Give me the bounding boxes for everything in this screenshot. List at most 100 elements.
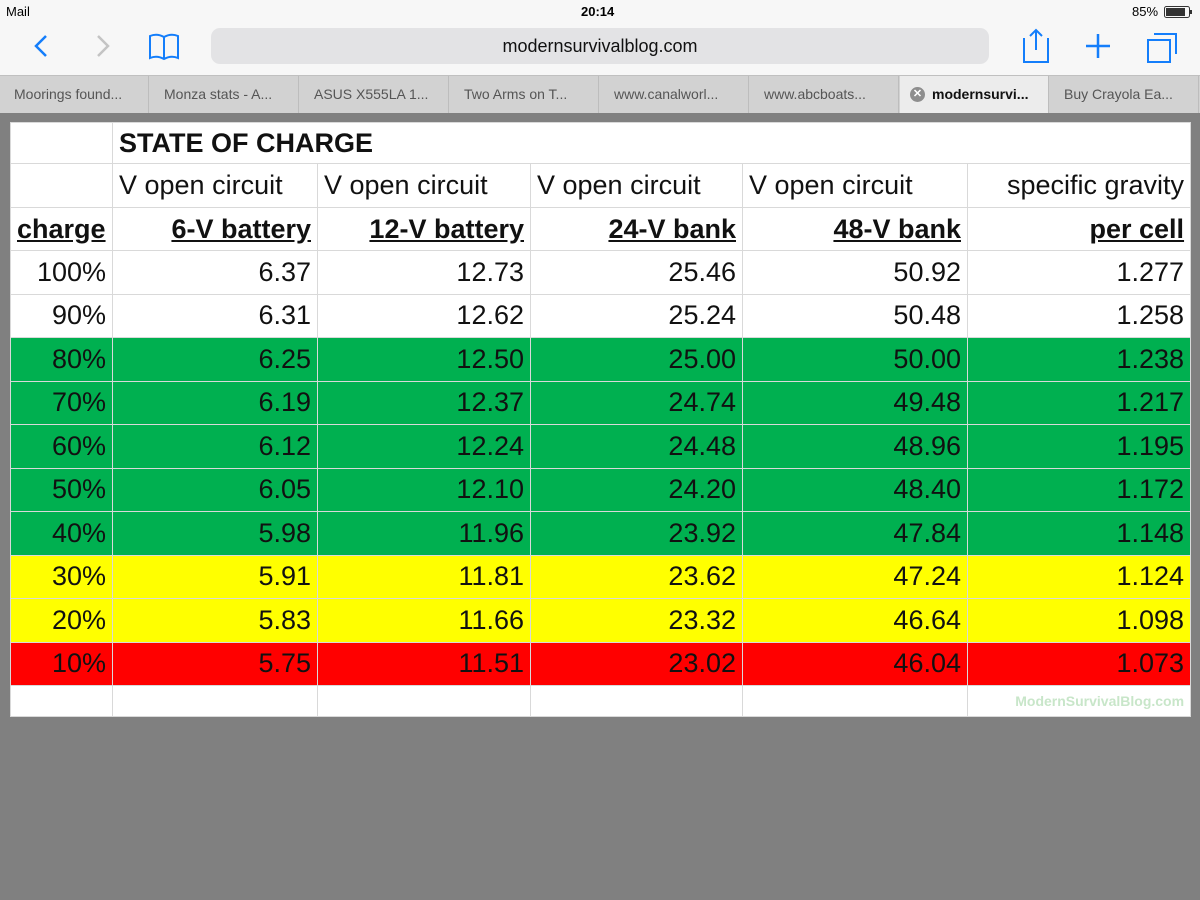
cell: 5.91 bbox=[112, 554, 318, 599]
clock: 20:14 bbox=[581, 4, 615, 19]
cell: 6.19 bbox=[112, 380, 318, 425]
cell: 1.195 bbox=[966, 424, 1192, 469]
cell: 10% bbox=[10, 641, 113, 686]
cell bbox=[317, 685, 531, 717]
cell: 6.25 bbox=[112, 337, 318, 382]
cell: 12.37 bbox=[317, 380, 531, 425]
tab-title: Buy Crayola Ea... bbox=[1064, 86, 1173, 102]
cell: 47.24 bbox=[742, 554, 968, 599]
tab-title: ASUS X555LA 1... bbox=[314, 86, 429, 102]
cell: 46.64 bbox=[742, 598, 968, 643]
cell: 50% bbox=[10, 467, 113, 512]
cell: 1.124 bbox=[966, 554, 1192, 599]
data-row: 50% 6.05 12.10 24.20 48.40 1.172 bbox=[10, 467, 1192, 512]
cell: 49.48 bbox=[742, 380, 968, 425]
header-row: charge 6-V battery 12-V battery 24-V bank 48… bbox=[10, 207, 1192, 251]
cell: 23.32 bbox=[530, 598, 743, 643]
cell: 1.073 bbox=[966, 641, 1192, 686]
tabs-button[interactable] bbox=[1147, 33, 1177, 63]
cell: 12.24 bbox=[317, 424, 531, 469]
carrier[interactable]: Mail bbox=[6, 4, 30, 19]
cell: 1.148 bbox=[966, 511, 1192, 556]
cell bbox=[112, 685, 318, 717]
cell: 1.277 bbox=[966, 250, 1192, 295]
cell: 48.96 bbox=[742, 424, 968, 469]
cell: 11.51 bbox=[317, 641, 531, 686]
cell: 48.40 bbox=[742, 467, 968, 512]
cell: 30% bbox=[10, 554, 113, 599]
header-cell: 6-V battery bbox=[112, 207, 318, 251]
close-tab[interactable]: ✕ bbox=[910, 87, 925, 102]
cell: 1.258 bbox=[966, 293, 1192, 338]
cell: 80% bbox=[10, 337, 113, 382]
header-cell: per cell bbox=[966, 207, 1192, 251]
table-title: STATE OF CHARGE bbox=[111, 122, 1192, 164]
cell: 5.98 bbox=[112, 511, 318, 556]
cell: 1.098 bbox=[966, 598, 1192, 643]
header-cell: charge bbox=[10, 207, 113, 251]
data-row: 80% 6.25 12.50 25.00 50.00 1.238 bbox=[10, 337, 1192, 382]
cell: 24.20 bbox=[530, 467, 743, 512]
cell: 40% bbox=[10, 511, 113, 556]
cell: 50.48 bbox=[742, 293, 968, 338]
battery-level: 85% bbox=[1132, 4, 1159, 19]
cell: 6.37 bbox=[112, 250, 318, 295]
data-row: 100% 6.37 12.73 25.46 50.92 1.277 bbox=[10, 250, 1192, 295]
cell: 6.05 bbox=[112, 467, 318, 512]
tab[interactable]: www.canalworl... bbox=[600, 76, 749, 113]
tab[interactable]: Moorings found... bbox=[0, 76, 149, 113]
header-cell: 24-V bank bbox=[530, 207, 743, 251]
cell: 25.24 bbox=[530, 293, 743, 338]
footer-row: ModernSurvivalBlog.com bbox=[10, 685, 1192, 717]
cell bbox=[10, 122, 113, 164]
header-cell: V open circuit bbox=[530, 163, 743, 208]
cell bbox=[530, 685, 743, 717]
cell: 1.172 bbox=[966, 467, 1192, 512]
charge-table: STATE OF CHARGE V open circuit V open circ… bbox=[10, 122, 1192, 717]
forward-button[interactable] bbox=[97, 35, 110, 57]
tab[interactable]: Buy Crayola Ea... bbox=[1050, 76, 1199, 113]
tab-title: Moorings found... bbox=[14, 86, 123, 102]
title-row: STATE OF CHARGE bbox=[10, 122, 1192, 164]
cell: 70% bbox=[10, 380, 113, 425]
tab[interactable]: www.abcboats... bbox=[750, 76, 899, 113]
cell: 25.46 bbox=[530, 250, 743, 295]
cell: 1.217 bbox=[966, 380, 1192, 425]
cell: 5.75 bbox=[112, 641, 318, 686]
header-cell: 12-V battery bbox=[317, 207, 531, 251]
status-bar: Mail 20:14 85% bbox=[0, 0, 1200, 24]
header-cell: specific gravity bbox=[966, 163, 1192, 208]
watermark: ModernSurvivalBlog.com bbox=[966, 685, 1192, 717]
address-bar[interactable]: modernsurvivalblog.com bbox=[211, 28, 989, 64]
toolbar-icons bbox=[34, 28, 1177, 63]
cell: 50.92 bbox=[742, 250, 968, 295]
back-button[interactable] bbox=[34, 35, 47, 57]
cell: 23.62 bbox=[530, 554, 743, 599]
header-cell: V open circuit bbox=[112, 163, 318, 208]
cell: 100% bbox=[10, 250, 113, 295]
tab[interactable]: ASUS X555LA 1... bbox=[300, 76, 449, 113]
tab[interactable]: Monza stats - A... bbox=[150, 76, 299, 113]
header-row: V open circuit V open circuit V open circu… bbox=[10, 163, 1192, 208]
cell: 11.96 bbox=[317, 511, 531, 556]
cell bbox=[10, 685, 113, 717]
new-tab-button[interactable] bbox=[1086, 34, 1110, 58]
cell: 20% bbox=[10, 598, 113, 643]
data-row: 20% 5.83 11.66 23.32 46.64 1.098 bbox=[10, 598, 1192, 643]
bookmarks-button[interactable] bbox=[149, 33, 179, 61]
data-row: 30% 5.91 11.81 23.62 47.24 1.124 bbox=[10, 554, 1192, 599]
header-cell: V open circuit bbox=[742, 163, 968, 208]
data-row: 40% 5.98 11.96 23.92 47.84 1.148 bbox=[10, 511, 1192, 556]
tab[interactable]: Two Arms on T... bbox=[450, 76, 599, 113]
cell: 1.238 bbox=[966, 337, 1192, 382]
url-text: modernsurvivalblog.com bbox=[502, 36, 698, 56]
cell: 11.66 bbox=[317, 598, 531, 643]
tab-title: Two Arms on T... bbox=[464, 86, 568, 102]
header-cell: V open circuit bbox=[317, 163, 531, 208]
cell: 46.04 bbox=[742, 641, 968, 686]
cell: 6.12 bbox=[112, 424, 318, 469]
cell: 12.10 bbox=[317, 467, 531, 512]
tab[interactable]: ✕ modernsurvi... bbox=[900, 76, 1049, 113]
cell: 60% bbox=[10, 424, 113, 469]
share-button[interactable] bbox=[1023, 28, 1049, 63]
